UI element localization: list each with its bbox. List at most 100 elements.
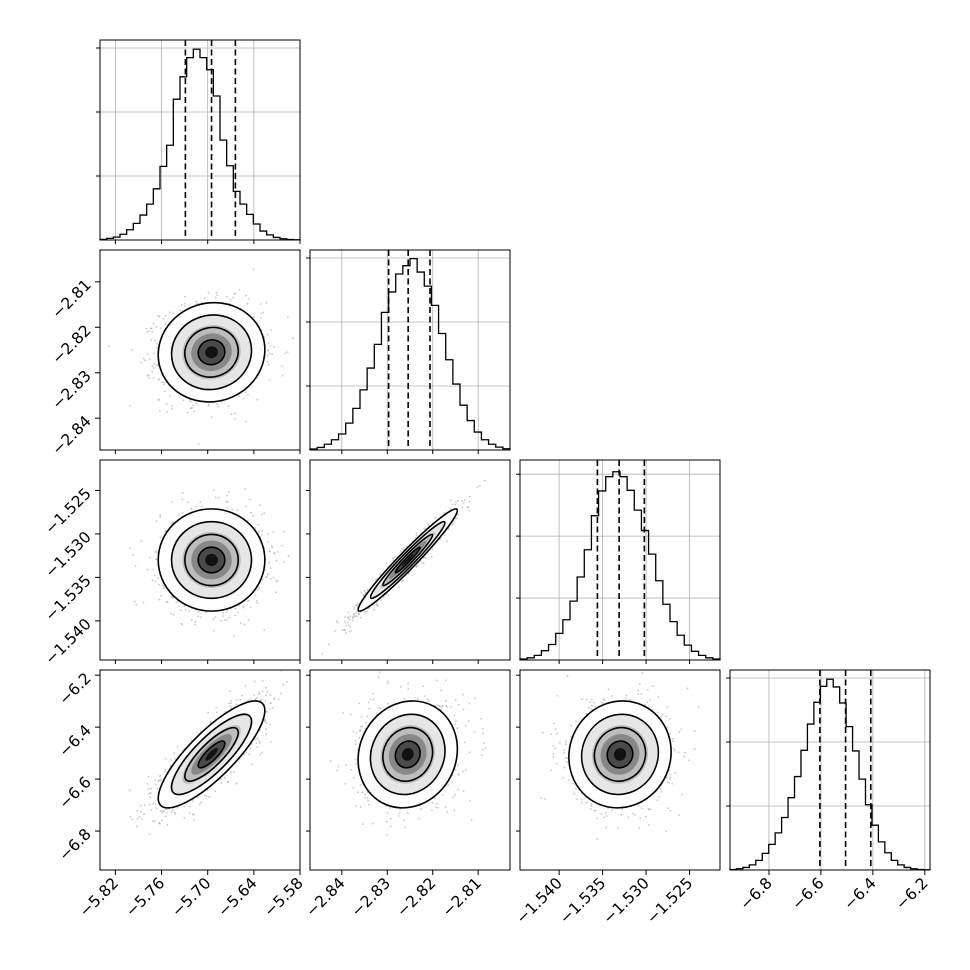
histogram-step [309,257,511,450]
sample-point [420,562,423,564]
panel-frame [309,249,511,451]
hist-grid [100,40,301,240]
sample-point [416,697,419,700]
sample-point [456,764,459,766]
sample-point [540,797,543,800]
sample-point [358,702,361,705]
joint-panel-1-0 [99,249,301,451]
sample-point [282,683,285,686]
sample-point [372,604,375,606]
sample-point [280,692,282,695]
sample-point [161,812,163,814]
sample-point [140,539,143,542]
sample-point [266,691,269,693]
x-tick-label: −1.525 [643,874,696,927]
sample-point [216,294,219,297]
sample-point [379,573,382,576]
density-contour [357,508,459,612]
sample-point [669,732,672,735]
sample-point [669,776,672,779]
density-contour [382,726,434,782]
sample-point [269,694,272,697]
sample-point [267,573,270,575]
sample-point [255,742,258,744]
sample-point [446,705,448,708]
sample-point [186,411,189,414]
sample-point [266,576,268,578]
sample-point [416,565,419,567]
sample-point [462,693,464,696]
panel-frame [309,459,511,661]
panel-frame [99,459,301,661]
sample-point [423,527,426,530]
sample-point [234,412,236,415]
sample-point [464,769,467,772]
sample-point [198,803,201,806]
x-tick-label: −2.83 [348,874,394,920]
x-tick-label: −5.82 [76,874,122,920]
sample-point [350,769,353,771]
sample-point [259,317,262,319]
sample-point [214,296,217,299]
sample-point [212,629,215,632]
sample-point [666,706,669,709]
sample-point [250,511,252,514]
sample-point [150,339,153,342]
sample-point [605,826,608,829]
sample-point [148,792,150,795]
sample-point [148,803,151,806]
sample-point [152,802,155,805]
sample-point [398,812,401,814]
y-tick-label: −2.84 [49,412,95,458]
density-contour [157,508,266,612]
sample-point [593,810,596,812]
sample-point [136,809,139,812]
sample-point [270,329,273,331]
sample-point [247,699,250,702]
sample-point [639,816,641,819]
sample-point [170,405,173,407]
sample-point [135,604,138,606]
sample-point [368,803,370,806]
sample-point [210,416,213,418]
sample-point [360,591,363,594]
sample-point [454,699,457,701]
x-tick-label: −5.64 [214,874,260,920]
sample-point [233,418,236,420]
density-contour [170,520,253,600]
sample-point [648,808,651,811]
sample-point [270,567,272,569]
sample-point [207,291,210,294]
sample-point [347,621,349,624]
sample-point [677,751,680,754]
sample-point [451,503,454,506]
sample-point [581,698,583,701]
y-tick-label: −1.525 [42,485,95,538]
sample-point [277,698,280,701]
hist-panel-3 [516,459,721,661]
sample-point [269,702,272,704]
sample-point [164,815,167,818]
sample-point [251,763,254,766]
panel-frame [99,39,301,241]
sample-point [227,405,230,407]
sample-point [263,629,266,632]
sample-point [141,818,144,820]
sample-point [407,812,409,815]
sample-point [255,599,258,602]
sample-point [153,820,156,822]
sample-point [194,621,197,623]
sample-point [229,298,232,301]
sample-point [389,825,392,828]
sample-point [155,807,158,810]
sample-point [209,722,212,724]
sample-point [269,741,272,743]
sample-point [225,619,228,621]
sample-point [165,403,168,406]
sample-point [133,600,136,603]
sample-point [268,550,271,552]
sample-point [556,732,558,735]
sample-point [128,789,131,792]
sample-point [360,715,363,718]
sample-point [192,404,195,407]
